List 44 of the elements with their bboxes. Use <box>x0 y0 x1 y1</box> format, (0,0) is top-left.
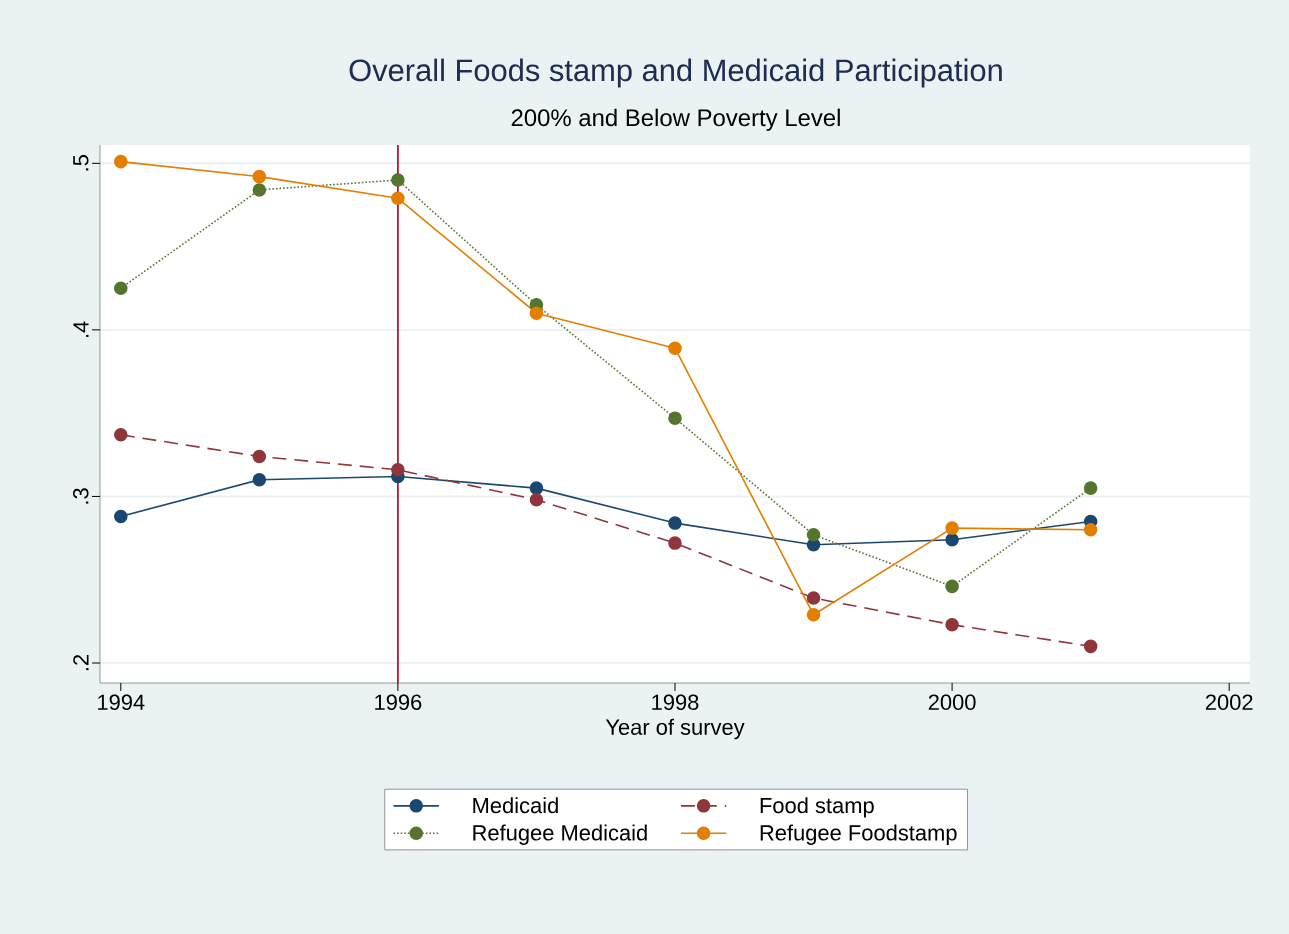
point <box>252 169 267 184</box>
x-axis-title: Year of survey <box>605 718 745 740</box>
point <box>252 449 267 464</box>
chart-title: Overall Foods stamp and Medicaid Participation <box>349 58 1002 88</box>
legend-label: Medicaid <box>473 797 558 814</box>
legend-label: Refugee Medicaid <box>473 824 647 845</box>
x-tick-label: 2002 <box>1205 694 1253 711</box>
legend-label: Refugee Foodstamp <box>760 824 957 845</box>
y-tick-label: .5 <box>73 155 89 171</box>
point <box>1083 522 1098 537</box>
point <box>945 617 959 632</box>
point <box>806 527 821 542</box>
point <box>252 473 267 487</box>
point <box>391 191 405 206</box>
x-tick-label: 1996 <box>375 694 422 711</box>
point <box>945 532 959 547</box>
legend-label: Food stamp <box>760 797 874 818</box>
point <box>114 509 128 524</box>
point <box>668 516 682 530</box>
point <box>806 591 821 605</box>
point <box>114 281 128 296</box>
point <box>668 411 682 425</box>
chart-subtitle: 200% and Below Poverty Level <box>511 108 840 131</box>
x-tick-label: 2000 <box>928 694 976 711</box>
y-tick-label: .2 <box>73 654 89 671</box>
point <box>391 463 405 477</box>
x-tick-label: 1994 <box>98 694 145 711</box>
y-tick-label: .3 <box>72 488 89 504</box>
point <box>806 607 821 622</box>
point <box>252 183 267 197</box>
point <box>668 536 682 550</box>
point <box>114 154 128 169</box>
point <box>668 341 682 355</box>
point <box>1083 481 1098 495</box>
point <box>529 306 544 320</box>
point <box>114 428 128 442</box>
point <box>529 481 544 495</box>
x-tick-label: 1998 <box>652 694 699 711</box>
y-tick-label: .4 <box>73 321 89 338</box>
point <box>391 173 405 187</box>
point <box>945 521 959 535</box>
point <box>1083 639 1098 654</box>
point <box>945 579 959 594</box>
point <box>529 493 544 507</box>
